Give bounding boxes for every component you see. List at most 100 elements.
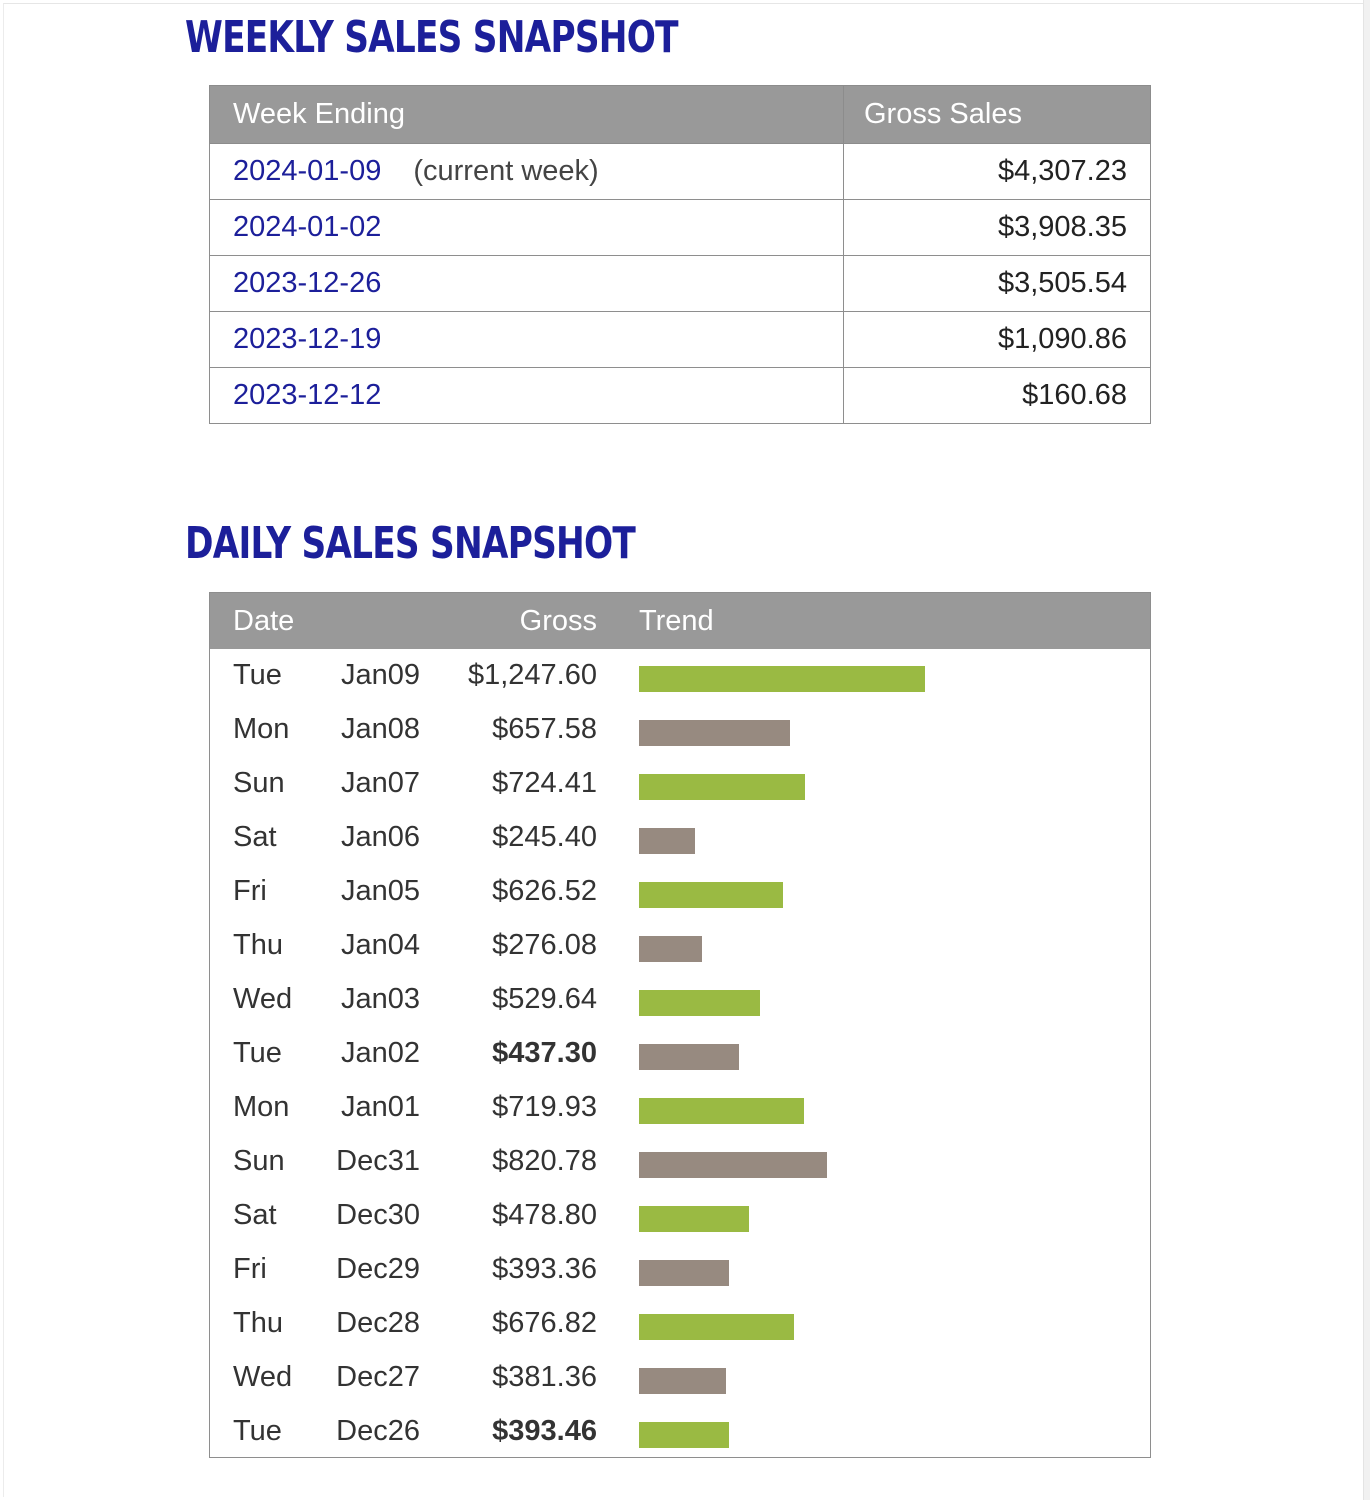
weekly-row: 2024-01-09 (current week) $4,307.23 [209, 143, 1151, 200]
gross-header: Gross [519, 605, 597, 637]
daily-sales-title: DAILY SALES SNAPSHOT [185, 518, 636, 569]
day-of-week: Tue [233, 1037, 282, 1069]
week-ending-link[interactable]: 2024-01-09 [233, 155, 382, 187]
trend-bar [639, 990, 760, 1016]
day-gross: $529.64 [492, 983, 597, 1015]
daily-row: Mon Jan08 $657.58 [210, 703, 1150, 757]
day-gross: $478.80 [492, 1199, 597, 1231]
daily-row: Fri Dec29 $393.36 [210, 1243, 1150, 1297]
trend-bar [639, 882, 783, 908]
day-of-week: Fri [233, 1253, 267, 1285]
gross-sales-cell: $1,090.86 [843, 311, 1151, 368]
scrollbar-track[interactable] [1363, 0, 1370, 1500]
daily-row: Wed Dec27 $381.36 [210, 1351, 1150, 1405]
trend-bar [639, 1368, 726, 1394]
daily-row: Tue Dec26 $393.46 [210, 1405, 1150, 1459]
day-of-week: Sun [233, 767, 285, 799]
day-gross: $676.82 [492, 1307, 597, 1339]
week-ending-cell: 2024-01-02 [209, 199, 844, 256]
day-gross: $820.78 [492, 1145, 597, 1177]
trend-bar [639, 1422, 729, 1448]
day-gross: $719.93 [492, 1091, 597, 1123]
page-frame [3, 3, 1367, 1497]
trend-bar [639, 1098, 804, 1124]
day-of-week: Mon [233, 713, 290, 745]
day-of-week: Wed [233, 1361, 293, 1393]
day-gross: $381.36 [492, 1361, 597, 1393]
daily-sales-table: Date Gross Trend Tue Jan09 $1,247.60 Mon Jan… [209, 592, 1151, 1458]
day-date: Jan08 [340, 713, 420, 745]
day-date: Jan06 [340, 821, 420, 853]
day-gross: $245.40 [492, 821, 597, 853]
daily-header-row: Date Gross Trend [210, 593, 1150, 649]
daily-row: Sun Dec31 $820.78 [210, 1135, 1150, 1189]
current-week-note: (current week) [413, 155, 599, 187]
day-gross: $1,247.60 [467, 659, 597, 691]
weekly-sales-table: Week Ending Gross Sales 2024-01-09 (curre… [209, 85, 1151, 424]
daily-row: Sun Jan07 $724.41 [210, 757, 1150, 811]
weekly-sales-title: WEEKLY SALES SNAPSHOT [185, 12, 679, 63]
day-date: Dec30 [336, 1199, 420, 1231]
day-of-week: Thu [233, 929, 283, 961]
day-of-week: Sat [233, 821, 277, 853]
daily-row: Thu Jan04 $276.08 [210, 919, 1150, 973]
day-date: Jan02 [340, 1037, 420, 1069]
trend-bar [639, 936, 702, 962]
day-date: Jan09 [340, 659, 420, 691]
day-date: Jan05 [340, 875, 420, 907]
day-date: Jan01 [340, 1091, 420, 1123]
day-gross: $393.46 [492, 1415, 597, 1447]
day-date: Dec29 [336, 1253, 420, 1285]
trend-bar [639, 1314, 794, 1340]
trend-bar [639, 666, 925, 692]
daily-row: Thu Dec28 $676.82 [210, 1297, 1150, 1351]
daily-row: Tue Jan09 $1,247.60 [210, 649, 1150, 703]
weekly-row: 2023-12-12 $160.68 [209, 367, 1151, 424]
daily-row: Fri Jan05 $626.52 [210, 865, 1150, 919]
gross-sales-cell: $160.68 [843, 367, 1151, 424]
day-gross: $393.36 [492, 1253, 597, 1285]
day-gross: $276.08 [492, 929, 597, 961]
daily-row: Mon Jan01 $719.93 [210, 1081, 1150, 1135]
trend-bar [639, 1260, 729, 1286]
day-date: Dec26 [336, 1415, 420, 1447]
day-of-week: Tue [233, 1415, 282, 1447]
week-ending-header: Week Ending [209, 85, 844, 144]
week-ending-cell: 2024-01-09 (current week) [209, 143, 844, 200]
day-of-week: Sat [233, 1199, 277, 1231]
day-date: Dec28 [336, 1307, 420, 1339]
trend-bar [639, 1206, 749, 1232]
week-ending-link[interactable]: 2023-12-26 [233, 267, 382, 299]
gross-sales-cell: $3,505.54 [843, 255, 1151, 312]
week-ending-link[interactable]: 2023-12-12 [233, 379, 382, 411]
gross-sales-cell: $4,307.23 [843, 143, 1151, 200]
trend-bar [639, 1044, 739, 1070]
day-date: Dec31 [336, 1145, 420, 1177]
day-of-week: Wed [233, 983, 293, 1015]
week-ending-cell: 2023-12-26 [209, 255, 844, 312]
day-of-week: Sun [233, 1145, 285, 1177]
day-gross: $724.41 [492, 767, 597, 799]
day-date: Jan07 [340, 767, 420, 799]
trend-bar [639, 828, 695, 854]
day-of-week: Thu [233, 1307, 283, 1339]
day-gross: $437.30 [492, 1037, 597, 1069]
week-ending-cell: 2023-12-12 [209, 367, 844, 424]
week-ending-link[interactable]: 2024-01-02 [233, 211, 382, 243]
date-header: Date [233, 605, 295, 637]
day-date: Jan04 [340, 929, 420, 961]
day-date: Dec27 [336, 1361, 420, 1393]
day-of-week: Tue [233, 659, 282, 691]
trend-bar [639, 774, 805, 800]
daily-row: Tue Jan02 $437.30 [210, 1027, 1150, 1081]
week-ending-link[interactable]: 2023-12-19 [233, 323, 382, 355]
daily-row: Wed Jan03 $529.64 [210, 973, 1150, 1027]
weekly-row: 2024-01-02 $3,908.35 [209, 199, 1151, 256]
day-date: Jan03 [340, 983, 420, 1015]
daily-row: Sat Jan06 $245.40 [210, 811, 1150, 865]
daily-row: Sat Dec30 $478.80 [210, 1189, 1150, 1243]
trend-bar [639, 1152, 827, 1178]
week-ending-cell: 2023-12-19 [209, 311, 844, 368]
day-of-week: Fri [233, 875, 267, 907]
weekly-row: 2023-12-19 $1,090.86 [209, 311, 1151, 368]
